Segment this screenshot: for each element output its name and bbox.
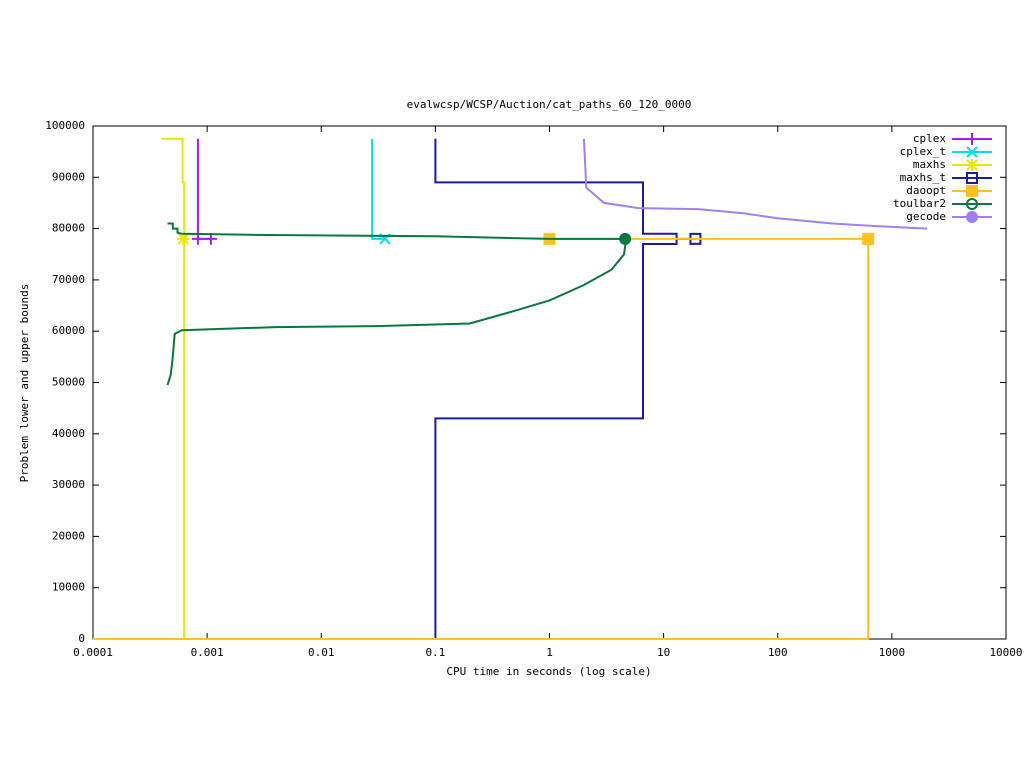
data-point	[619, 232, 632, 245]
legend-label: maxhs	[913, 158, 946, 171]
y-tick-label: 20000	[52, 529, 85, 542]
legend-symbol	[966, 211, 978, 223]
legend-symbol	[966, 172, 978, 184]
y-axis-label: Problem lower and upper bounds	[18, 284, 31, 483]
series-line	[196, 138, 211, 240]
y-tick-label: 100000	[45, 119, 85, 132]
y-tick-label: 60000	[52, 324, 85, 337]
x-tick-label: 1	[546, 646, 553, 659]
symbol-stroke	[966, 159, 978, 171]
symbol-circle	[966, 198, 978, 210]
symbol-stroke	[966, 146, 978, 158]
y-tick-label: 30000	[52, 478, 85, 491]
symbol-circle	[619, 232, 632, 245]
symbol-stroke	[177, 233, 190, 245]
symbol-box	[966, 172, 978, 184]
legend-label: maxhs_t	[900, 171, 946, 184]
x-tick-label: 1000	[879, 646, 906, 659]
x-tick-label: 0.001	[191, 646, 224, 659]
x-tick-label: 100	[768, 646, 788, 659]
legend-label: cplex	[913, 132, 946, 145]
y-tick-label: 40000	[52, 427, 85, 440]
data-point	[177, 232, 190, 245]
x-tick-label: 0.0001	[73, 646, 113, 659]
y-tick-label: 90000	[52, 170, 85, 183]
series-line	[582, 138, 928, 230]
legend-label: daoopt	[906, 184, 946, 197]
legend-symbol	[966, 133, 978, 145]
data-point	[862, 232, 875, 245]
legend-label: gecode	[906, 210, 946, 223]
y-tick-label: 50000	[52, 376, 85, 389]
x-axis-label: CPU time in seconds (log scale)	[446, 665, 651, 678]
chart-title: evalwcsp/WCSP/Auction/cat_paths_60_120_0…	[407, 98, 692, 111]
legend-label: cplex_t	[900, 145, 946, 158]
x-tick-label: 10000	[989, 646, 1022, 659]
series-line	[93, 237, 870, 640]
series-line	[161, 137, 186, 639]
series-line	[434, 138, 696, 639]
y-tick-label: 70000	[52, 273, 85, 286]
symbol-circle	[966, 211, 978, 223]
legend-symbol	[966, 146, 978, 158]
y-tick-label: 80000	[52, 222, 85, 235]
x-tick-label: 0.1	[425, 646, 445, 659]
series-line	[371, 138, 385, 240]
legend-symbol	[966, 198, 978, 210]
series-line	[166, 222, 628, 386]
legend-label: toulbar2	[893, 197, 946, 210]
y-tick-label: 10000	[52, 581, 85, 594]
legend-symbol	[966, 185, 978, 197]
x-tick-label: 10	[657, 646, 670, 659]
legend-symbol	[966, 159, 978, 171]
x-tick-label: 0.01	[308, 646, 335, 659]
y-tick-label: 0	[78, 632, 85, 645]
symbol-box	[862, 232, 875, 245]
symbol-box	[966, 185, 978, 197]
